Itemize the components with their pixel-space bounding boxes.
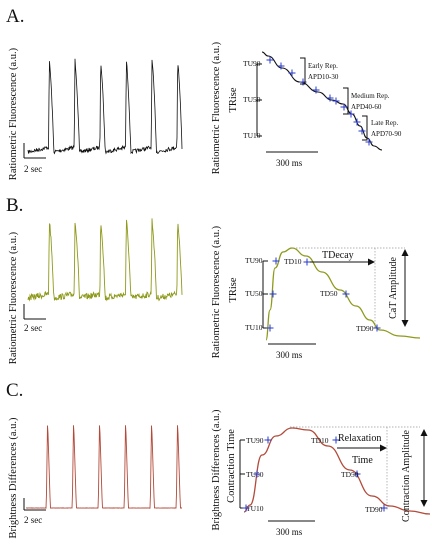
scale-bar-label: 2 sec — [24, 323, 42, 333]
bracket — [362, 115, 368, 141]
y-axis-label: Ratiometric Fluorescence (a.u.) — [8, 47, 19, 180]
arrow-head — [401, 320, 409, 327]
arrow-head — [380, 444, 387, 452]
tick-label: TU90 — [245, 256, 263, 265]
tick-label: TU50 — [245, 289, 263, 298]
bracket-label: Late Rep. — [371, 119, 398, 127]
amplitude-label: CaT Amplitude — [388, 257, 399, 319]
markers — [266, 257, 381, 332]
arrow-head — [368, 258, 375, 266]
y-axis-label: Brightness Differences (a.u.) — [211, 409, 222, 531]
panel-a: A. Ratiometric Fluorescence (a.u.) 2 sec… — [6, 6, 402, 180]
point-label: TD90 — [356, 324, 374, 333]
panel-b: B. Ratiometric Fluorescence (a.u.) 2 sec… — [6, 195, 421, 364]
tick-label: TU90 — [243, 59, 261, 68]
y-axis-label: Ratiometric Fluorescence (a.u.) — [211, 225, 222, 358]
tick-label: TU10 — [243, 131, 261, 140]
decay-label: TDecay — [322, 250, 354, 261]
point-label: TD10 — [311, 436, 329, 445]
bracket-label: APD10-30 — [308, 73, 339, 81]
trise-label: TRise — [228, 277, 239, 302]
trace-line — [265, 247, 421, 341]
trace-line — [27, 58, 183, 155]
scale-bar-label: 2 sec — [24, 164, 42, 174]
panel-letter: B. — [6, 195, 23, 216]
bracket-label: Early Rep. — [308, 62, 338, 70]
bracket-label: APD70-90 — [371, 130, 402, 138]
panel-letter: A. — [6, 6, 24, 27]
trace-line — [243, 427, 431, 515]
arrow-head — [420, 500, 428, 507]
panel-c: C. Brightness Differences (a.u.) 2 sec B… — [6, 380, 431, 539]
bracket-label: APD40-60 — [351, 103, 382, 111]
trace-line — [261, 51, 383, 151]
tick-label: TU50 — [243, 95, 261, 104]
trace-line — [26, 425, 183, 509]
point-label: TD50 — [341, 470, 359, 479]
markers — [242, 436, 388, 512]
tick-label: TU10 — [246, 504, 264, 513]
bracket-label: Medium Rep. — [351, 92, 390, 100]
panel-letter: C. — [6, 380, 23, 401]
y-axis-label: Ratiometric Fluorescence (a.u.) — [211, 41, 222, 174]
trace-line — [27, 218, 183, 302]
scale-bar-label: 2 sec — [24, 515, 42, 525]
tick-label: TU10 — [245, 323, 263, 332]
point-label: TD10 — [284, 257, 302, 266]
scale-bar-label: 300 ms — [276, 158, 303, 168]
point-label: TD50 — [320, 289, 338, 298]
y-axis-label: Ratiometric Fluorescence (a.u.) — [8, 231, 19, 364]
arrow-head — [420, 429, 428, 436]
point-label: TD90 — [365, 505, 383, 514]
relaxation-label: Time — [352, 455, 373, 466]
y-axis-label: Brightness Differences (a.u.) — [8, 417, 19, 539]
tick-label: TU90 — [246, 436, 264, 445]
bracket — [343, 87, 349, 115]
relaxation-label: Relaxation — [338, 433, 381, 444]
amplitude-label: Contraction Amplitude — [401, 429, 412, 521]
arrow-head — [401, 249, 409, 256]
scale-bar-label: 300 ms — [276, 350, 303, 360]
scale-bar-label: 300 ms — [276, 527, 303, 537]
bracket — [300, 57, 306, 85]
contraction-time-label: Contraction Time — [226, 429, 237, 503]
trise-label: TRise — [228, 87, 239, 112]
